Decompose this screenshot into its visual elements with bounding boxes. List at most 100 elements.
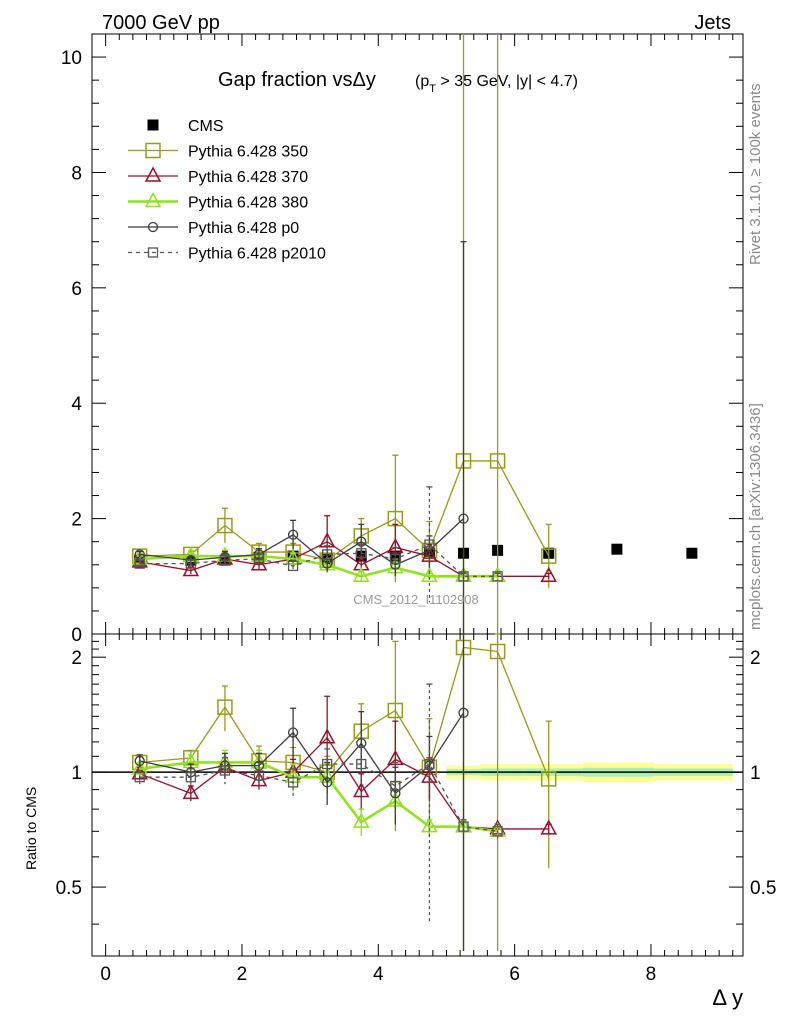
main-y-tick-label: 2 [71, 510, 82, 531]
series-line-p350 [139, 460, 550, 561]
legend-marker-p380 [144, 191, 162, 208]
data-point-p370 [387, 537, 404, 554]
data-point-p2010 [390, 553, 401, 565]
rivet-version-label: Rivet 3.1.10, ≥ 100k events [747, 83, 764, 265]
ratio-y-tick-label-right: 2 [750, 648, 761, 669]
ratio-point-p2010 [492, 826, 503, 837]
legend-marker-p350 [145, 142, 161, 159]
x-tick-label: 6 [509, 964, 520, 985]
ratio-point-p380 [353, 812, 370, 828]
chart-title-main: Gap fraction vsΔy [218, 69, 376, 91]
ratio-point-p2010 [253, 770, 265, 781]
legend-label-cms: CMS [188, 118, 224, 135]
ratio-point-p0 [322, 777, 333, 788]
data-point-p2010 [185, 558, 196, 569]
legend-marker-p370 [144, 166, 162, 182]
ratio-point-p2010 [322, 758, 333, 770]
ratio-point-p2010 [356, 758, 367, 770]
legend: CMS Pythia 6.428 350 Pythia 6.428 370 Pythi… [128, 118, 326, 263]
ratio-point-p2010 [287, 777, 299, 788]
ratio-point-p0 [134, 755, 145, 767]
ratio-y-tick-label-right: 0.5 [750, 878, 776, 899]
series-line-p0 [139, 518, 464, 566]
legend-marker-p0 [147, 221, 159, 233]
data-point-p350 [217, 517, 233, 534]
ratio-point-p380 [131, 759, 148, 775]
ratio-y-axis-label: Ratio to CMS [23, 787, 39, 870]
ratio-point-p380 [421, 817, 438, 833]
ratio-point-p350 [217, 699, 233, 715]
data-point-p350 [489, 453, 506, 469]
ratio-y-tick-label: 2 [71, 648, 82, 669]
data-point-p380 [353, 566, 370, 583]
data-point-p2010 [356, 548, 367, 559]
legend-label-p0: Pythia 6.428 p0 [188, 220, 299, 237]
ratio-y-tick-label-right: 1 [750, 763, 761, 784]
legend-marker-p2010 [147, 247, 159, 258]
ratio-point-p370 [540, 819, 557, 835]
x-tick-label: 8 [646, 964, 657, 985]
main-y-tick-label: 8 [71, 163, 82, 184]
cms-data-point [686, 547, 698, 559]
analysis-label: CMS_2012_I1102908 [353, 592, 479, 607]
x-tick-label: 4 [373, 964, 384, 985]
main-y-tick-label: 0 [71, 625, 82, 646]
x-tick-label: 2 [237, 964, 248, 985]
axis-ticks [92, 34, 743, 956]
legend-label-p370: Pythia 6.428 370 [188, 169, 308, 186]
data-point-p350 [540, 548, 557, 564]
data-point-p380 [421, 566, 438, 583]
ratio-point-p350 [540, 771, 557, 787]
legend-label-p2010: Pythia 6.428 p2010 [188, 246, 326, 263]
ratio-point-p0 [287, 727, 299, 738]
data-point-p2010 [219, 555, 231, 566]
ratio-point-p2010 [219, 765, 231, 776]
data-point-p370 [540, 566, 557, 583]
data-point-p0 [458, 513, 469, 524]
category-label: Jets [694, 12, 731, 34]
ratio-panel-frame [91, 633, 744, 957]
data-point-p370 [182, 560, 200, 577]
data-point-p2010 [424, 539, 435, 550]
ratio-point-p370 [353, 781, 370, 798]
ratio-point-p370 [318, 728, 336, 744]
ratio-line-p350 [139, 646, 550, 780]
data-point-p2010 [253, 553, 265, 565]
legend-label-p380: Pythia 6.428 380 [188, 195, 308, 212]
ratio-point-p2010 [390, 780, 401, 792]
ratio-point-p370 [182, 783, 200, 800]
main-y-tick-label: 10 [61, 48, 82, 69]
x-axis-label: Δ y [712, 985, 743, 1010]
ratio-series-layer [131, 633, 557, 952]
ratio-point-p2010 [134, 772, 145, 783]
mcplots-label: mcplots.cern.ch [arXiv:1306.3436] [747, 403, 764, 630]
ratio-point-p0 [458, 707, 469, 718]
data-point-p370 [131, 552, 148, 568]
ratio-point-p350 [387, 702, 404, 719]
ratio-point-p2010 [424, 758, 435, 770]
ratio-y-tick-label: 0.5 [56, 878, 82, 899]
ratio-line-p2010 [139, 763, 498, 832]
cms-data-point [611, 543, 623, 555]
x-tick-label: 0 [100, 964, 111, 985]
ratio-line-p0 [139, 712, 465, 795]
data-point-p2010 [458, 571, 469, 582]
data-point-p0 [287, 529, 299, 540]
ratio-point-p2010 [458, 821, 469, 832]
data-point-p2010 [322, 549, 333, 560]
ratio-point-p2010 [185, 772, 196, 783]
data-point-p2010 [134, 558, 145, 569]
data-point-p2010 [287, 560, 299, 572]
ratio-point-p370 [250, 771, 268, 787]
energy-label: 7000 GeV pp [102, 12, 220, 34]
chart-title: Gap fraction vsΔy [218, 69, 376, 91]
legend-marker-cms [147, 119, 159, 131]
main-series-layer [131, 34, 698, 634]
ratio-y-tick-label: 1 [71, 763, 82, 784]
main-y-tick-label: 6 [71, 279, 82, 300]
title-subscript: T [429, 83, 436, 95]
data-point-p380 [284, 549, 302, 565]
